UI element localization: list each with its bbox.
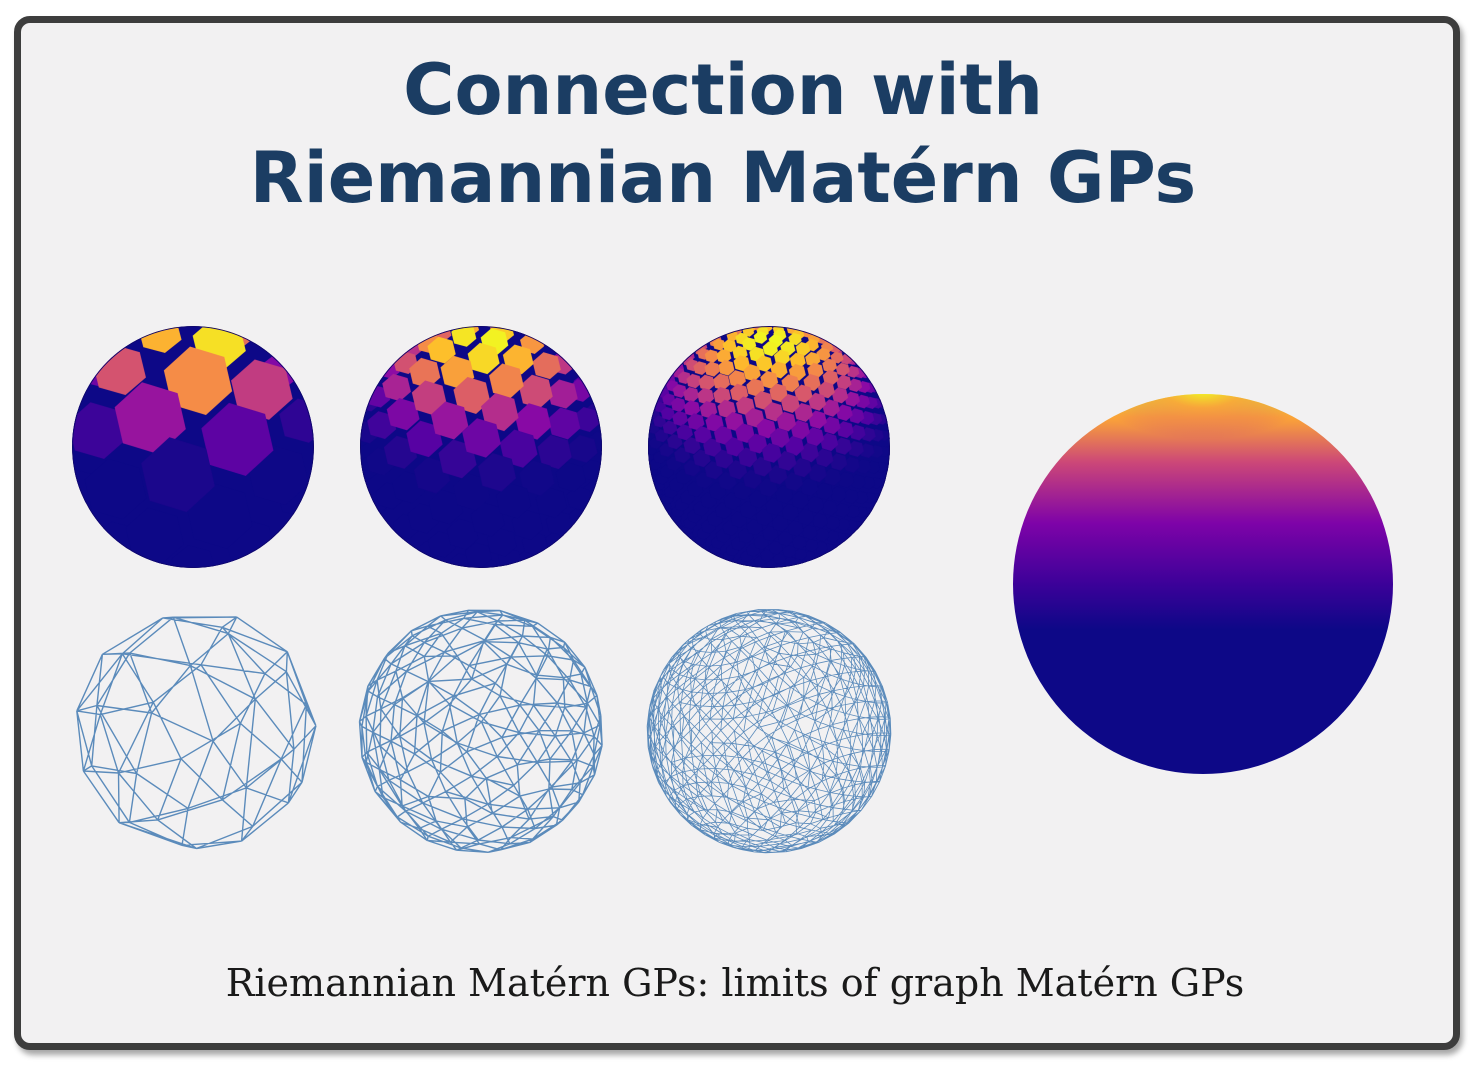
coarse-wireframe — [76, 616, 317, 850]
coarse-mesh-sphere — [72, 326, 314, 568]
title-line-2: Riemannian Matérn GPs — [249, 137, 1197, 219]
slide-caption: Riemannian Matérn GPs: limits of graph M… — [225, 961, 1245, 1005]
title-line-1: Connection with — [403, 49, 1043, 131]
fine-wireframe — [646, 609, 892, 854]
fine-mesh-sphere — [648, 326, 890, 568]
medium-mesh-sphere — [360, 326, 602, 568]
smooth-sphere — [1013, 394, 1393, 774]
slide-title: Connection with Riemannian Matérn GPs — [0, 46, 1446, 222]
medium-wireframe — [358, 609, 603, 853]
